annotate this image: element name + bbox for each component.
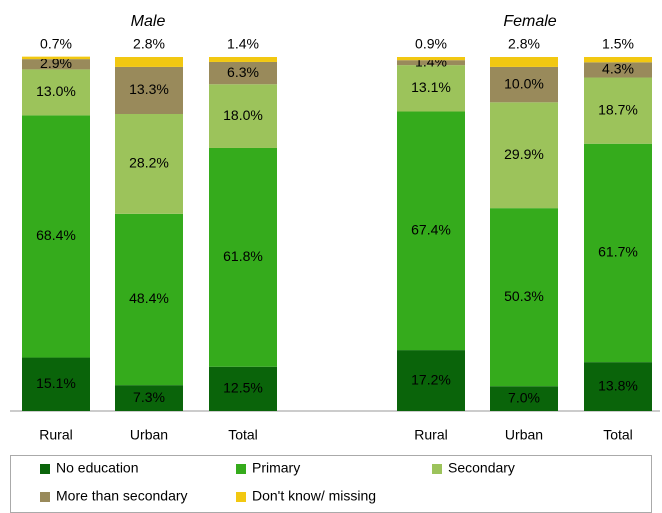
data-label: 13.3% (129, 81, 169, 97)
data-label: 50.3% (504, 288, 544, 304)
bar-segment (209, 57, 277, 62)
data-label: 15.1% (36, 375, 76, 391)
legend-label: Primary (252, 460, 300, 476)
bar-segment (397, 57, 465, 61)
legend-label: Don't know/ missing (252, 488, 376, 504)
group-title: Female (503, 13, 556, 30)
bar-segment (490, 57, 558, 67)
bar-segment (115, 113, 183, 214)
bar-segment (22, 59, 90, 70)
bar-segment (22, 56, 90, 60)
legend-swatch (236, 464, 246, 474)
bar-segment (584, 362, 652, 411)
data-label: 2.8% (133, 36, 165, 52)
legend-swatch (432, 464, 442, 474)
bar-segment (209, 147, 277, 367)
data-label: 13.0% (36, 83, 76, 99)
data-label: 12.5% (223, 380, 263, 396)
x-tick-label: Urban (130, 427, 168, 443)
legend-swatch (40, 492, 50, 502)
data-label: 4.3% (602, 61, 634, 77)
data-label: 7.3% (133, 389, 165, 405)
x-tick-label: Total (228, 427, 258, 443)
bar-segment (397, 60, 465, 66)
data-label: 1.4% (227, 36, 259, 52)
bar-segment (115, 213, 183, 386)
data-label: 17.2% (411, 371, 451, 387)
legend-label: Secondary (448, 460, 515, 476)
bar-segment (490, 102, 558, 209)
bar-segment (584, 57, 652, 63)
data-label: 28.2% (129, 155, 169, 171)
bar-segment (490, 66, 558, 103)
bar-segment (22, 69, 90, 116)
x-tick-label: Urban (505, 427, 543, 443)
bar-segment (584, 62, 652, 78)
data-label: 61.8% (223, 248, 263, 264)
data-label: 1.5% (602, 36, 634, 52)
data-label: 0.7% (40, 35, 72, 51)
data-label: 18.7% (598, 101, 638, 117)
bar-segment (490, 386, 558, 411)
legend-swatch (236, 492, 246, 502)
bar-segment (584, 77, 652, 144)
data-label: 6.3% (227, 64, 259, 80)
legend-label: More than secondary (56, 488, 188, 504)
data-label: 0.9% (415, 36, 447, 52)
data-label: 18.0% (223, 107, 263, 123)
data-label: 13.8% (598, 377, 638, 393)
data-label: 7.0% (508, 389, 540, 405)
bar-segment (115, 385, 183, 411)
x-tick-label: Rural (39, 427, 72, 443)
x-tick-label: Total (603, 427, 633, 443)
bar-segment (209, 61, 277, 85)
bar-segment (209, 366, 277, 411)
bar-segment (22, 115, 90, 358)
bar-segment (397, 350, 465, 411)
data-label: 1.4% (415, 53, 447, 69)
data-label: 10.0% (504, 75, 544, 91)
data-label: 13.1% (411, 79, 451, 95)
bar-segment (397, 111, 465, 351)
legend-swatch (40, 464, 50, 474)
data-label: 61.7% (598, 244, 638, 260)
bar-segment (490, 208, 558, 387)
data-label: 48.4% (129, 290, 169, 306)
data-label: 68.4% (36, 227, 76, 243)
bar-segment (209, 84, 277, 148)
bar-segment (115, 66, 183, 114)
bar-segment (115, 57, 183, 67)
x-tick-label: Rural (414, 427, 447, 443)
bar-segment (22, 357, 90, 411)
legend-label: No education (56, 460, 139, 476)
group-title: Male (131, 13, 166, 30)
bar-segment (397, 65, 465, 112)
data-label: 67.4% (411, 222, 451, 238)
bar-segment (584, 143, 652, 363)
data-label: 2.8% (508, 36, 540, 52)
data-label: 29.9% (504, 146, 544, 162)
